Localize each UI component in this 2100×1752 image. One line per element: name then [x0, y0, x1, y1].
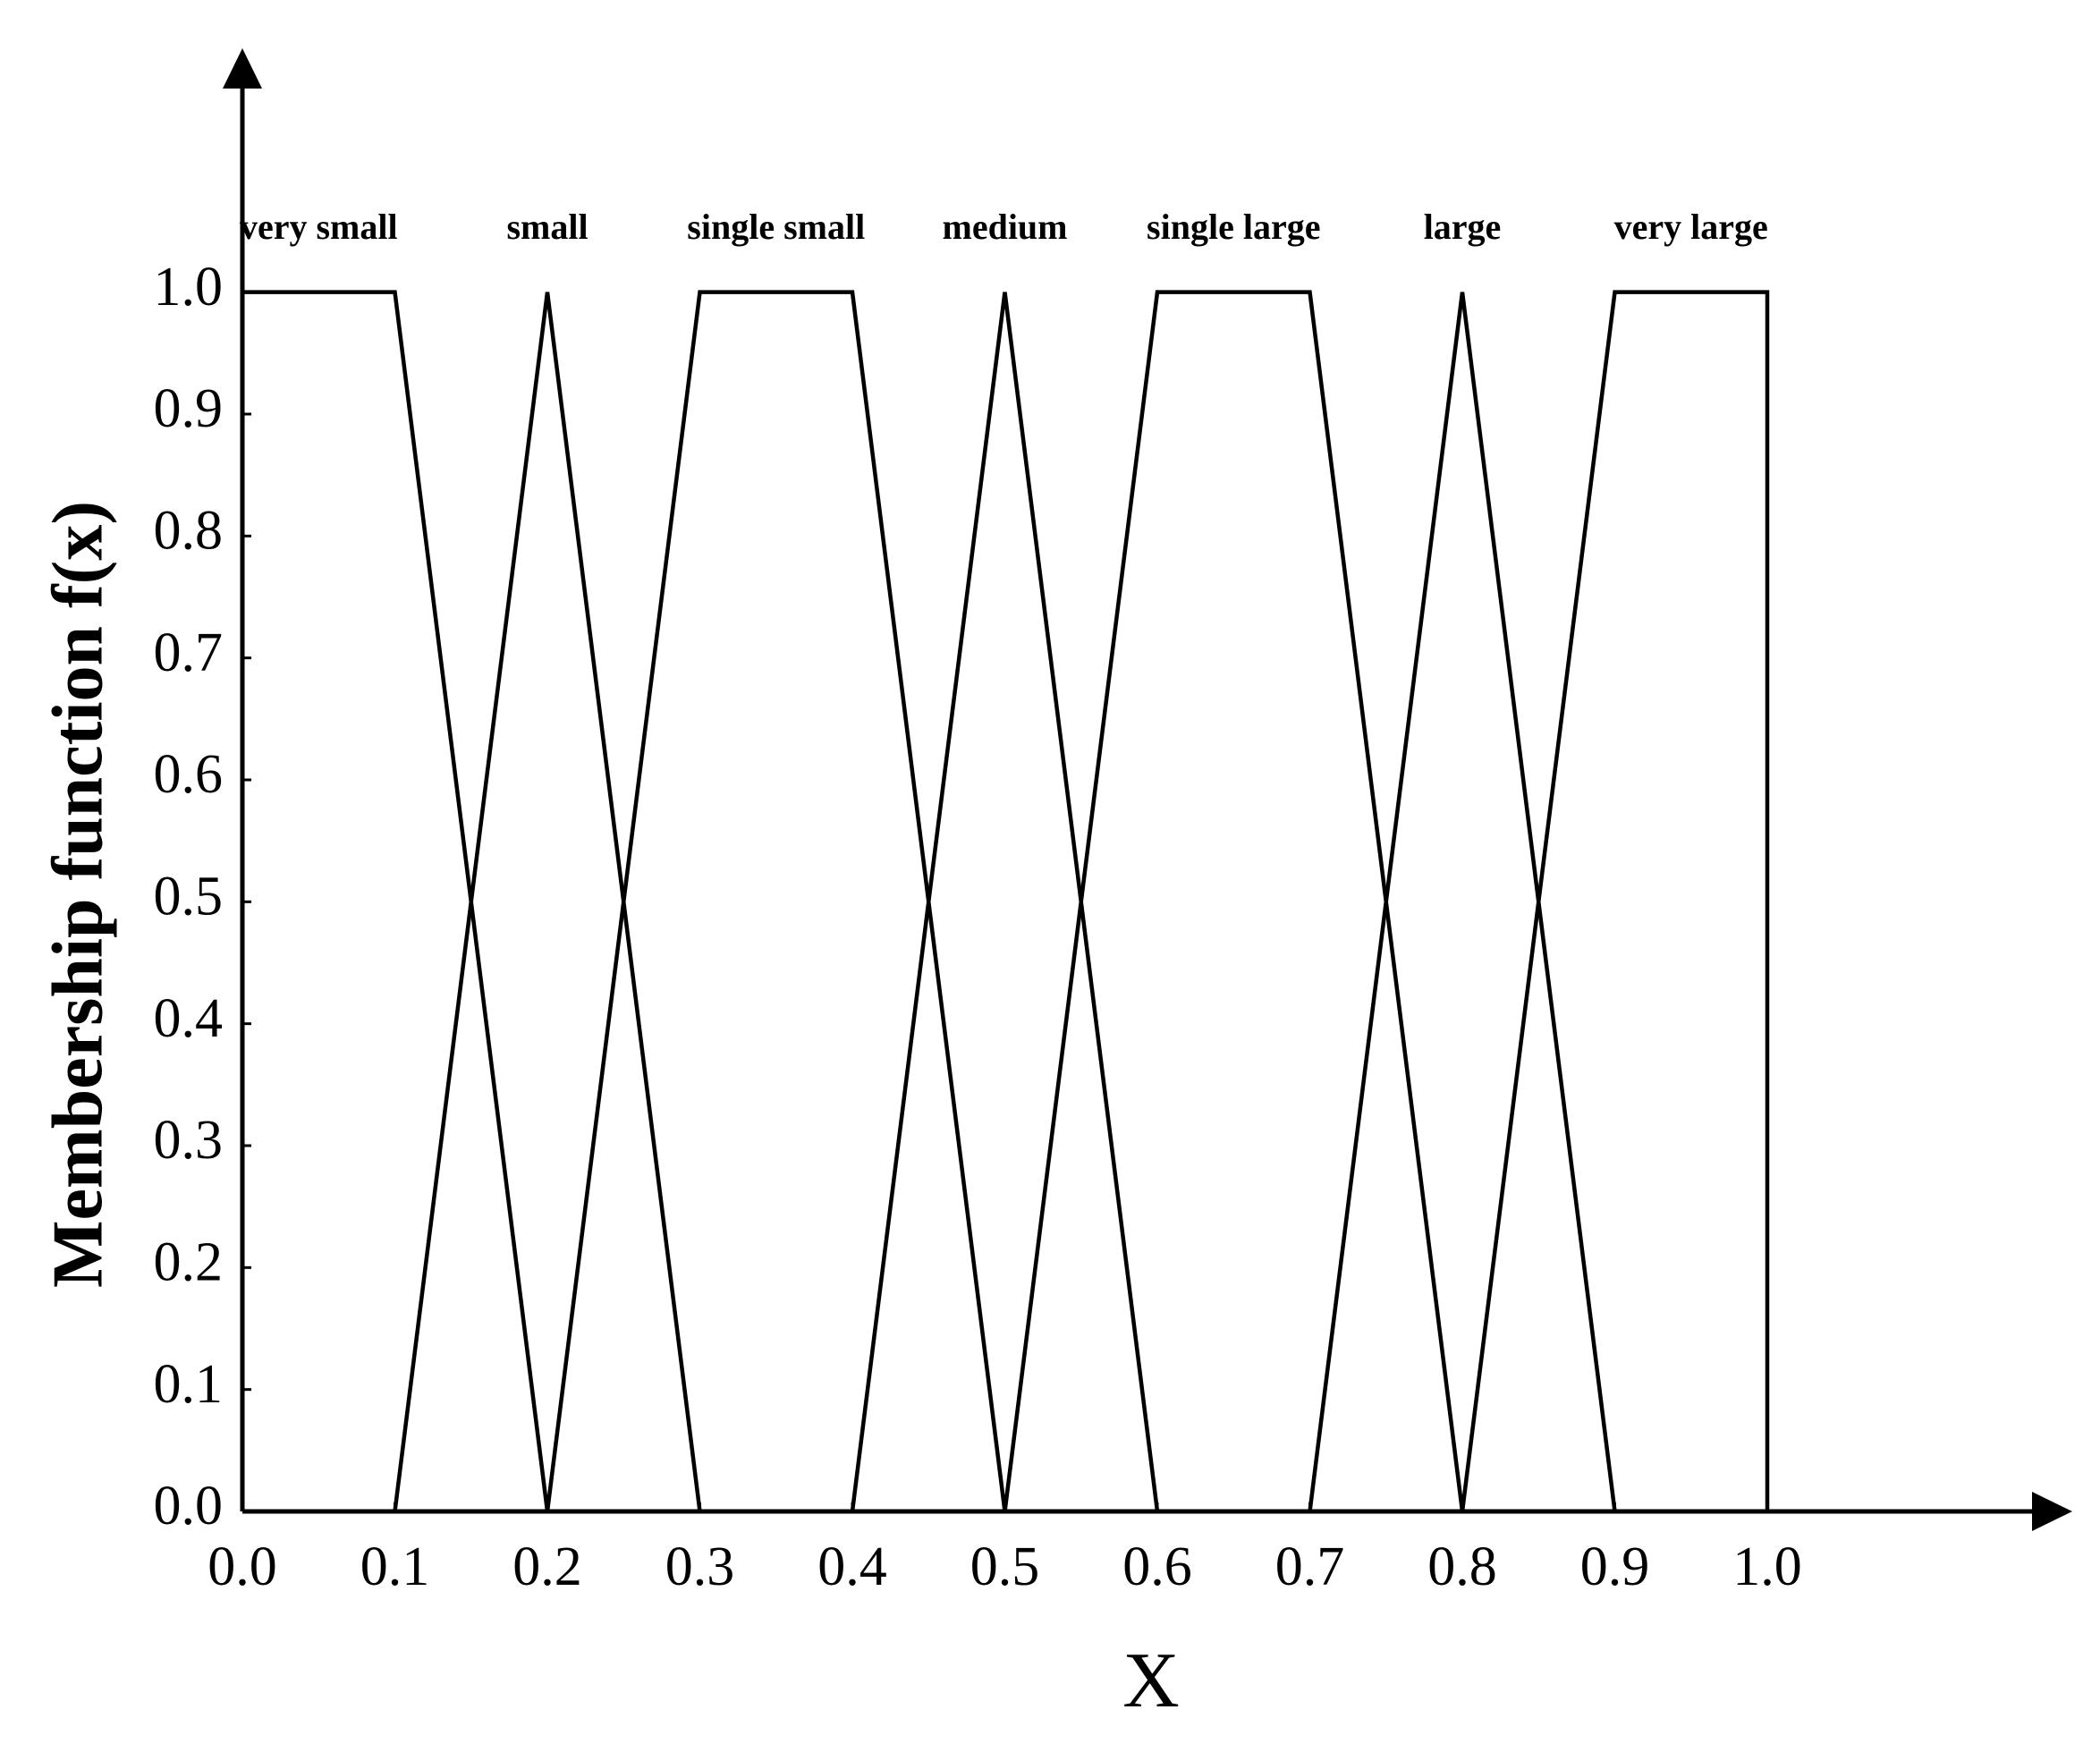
x-tick-label: 0.3 [665, 1536, 735, 1597]
x-tick-label: 0.2 [512, 1536, 582, 1597]
x-tick-label: 0.7 [1275, 1536, 1345, 1597]
y-axis-label: Membership function f(x) [38, 501, 117, 1288]
x-tick-label: 0.8 [1427, 1536, 1497, 1597]
membership-line [850, 292, 1160, 1512]
membership-line [545, 290, 1007, 1512]
y-tick-label: 0.2 [154, 1232, 224, 1293]
y-tick-label: 0.5 [154, 867, 224, 927]
y-tick-label: 0.8 [154, 501, 224, 562]
membership-line [242, 290, 550, 1512]
x-axis-label: X [1122, 1638, 1180, 1724]
x-tick-label: 0.0 [207, 1536, 277, 1597]
y-tick-label: 0.9 [154, 378, 224, 439]
x-tick-label: 0.4 [817, 1536, 887, 1597]
y-tick-label: 0.7 [154, 622, 224, 683]
membership-line [1003, 290, 1465, 1512]
x-tick-label: 0.6 [1122, 1536, 1192, 1597]
x-tick-label: 1.0 [1732, 1536, 1802, 1597]
x-axis-arrow [2032, 1492, 2072, 1531]
membership-line [393, 292, 702, 1512]
y-tick-label: 0.0 [154, 1476, 224, 1536]
membership-line [1460, 290, 1770, 1512]
series-label: single large [1147, 207, 1320, 247]
x-tick-label: 0.1 [360, 1536, 430, 1597]
y-axis-arrow [223, 48, 262, 89]
x-tick-label: 0.9 [1580, 1536, 1650, 1597]
series-label: medium [943, 207, 1068, 247]
series-label: single small [687, 207, 865, 247]
y-tick-label: 1.0 [154, 257, 224, 317]
y-tick-label: 0.3 [154, 1110, 224, 1171]
series-label: large [1424, 207, 1502, 247]
x-tick-label: 0.5 [970, 1536, 1040, 1597]
y-tick-label: 0.1 [154, 1354, 224, 1415]
y-tick-label: 0.6 [154, 744, 224, 805]
series-label: very small [240, 207, 398, 247]
y-tick-label: 0.4 [154, 988, 224, 1049]
series-label: small [506, 207, 588, 247]
membership-line [1308, 292, 1617, 1512]
series-label: very large [1614, 207, 1768, 247]
